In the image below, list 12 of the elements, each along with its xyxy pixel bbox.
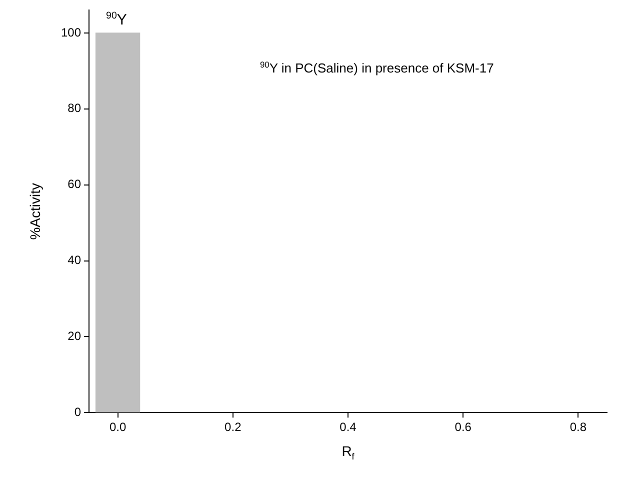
x-tick-label: 0.6 (454, 420, 472, 434)
y-tick-label: 40 (68, 253, 82, 268)
x-tick-label: 0.2 (224, 420, 242, 434)
y-axis-title: %Activity (27, 182, 43, 240)
x-tick-label: 0.0 (109, 420, 126, 434)
y-tick-label: 100 (60, 25, 82, 40)
x-tick-label: 0.4 (340, 420, 357, 434)
y-tick-label: 60 (68, 177, 82, 192)
y-tick-label: 0 (74, 404, 82, 419)
y-tick-label: 20 (68, 328, 82, 343)
y-tick-label: 80 (68, 101, 82, 116)
x-tick-label: 0.8 (570, 420, 587, 434)
